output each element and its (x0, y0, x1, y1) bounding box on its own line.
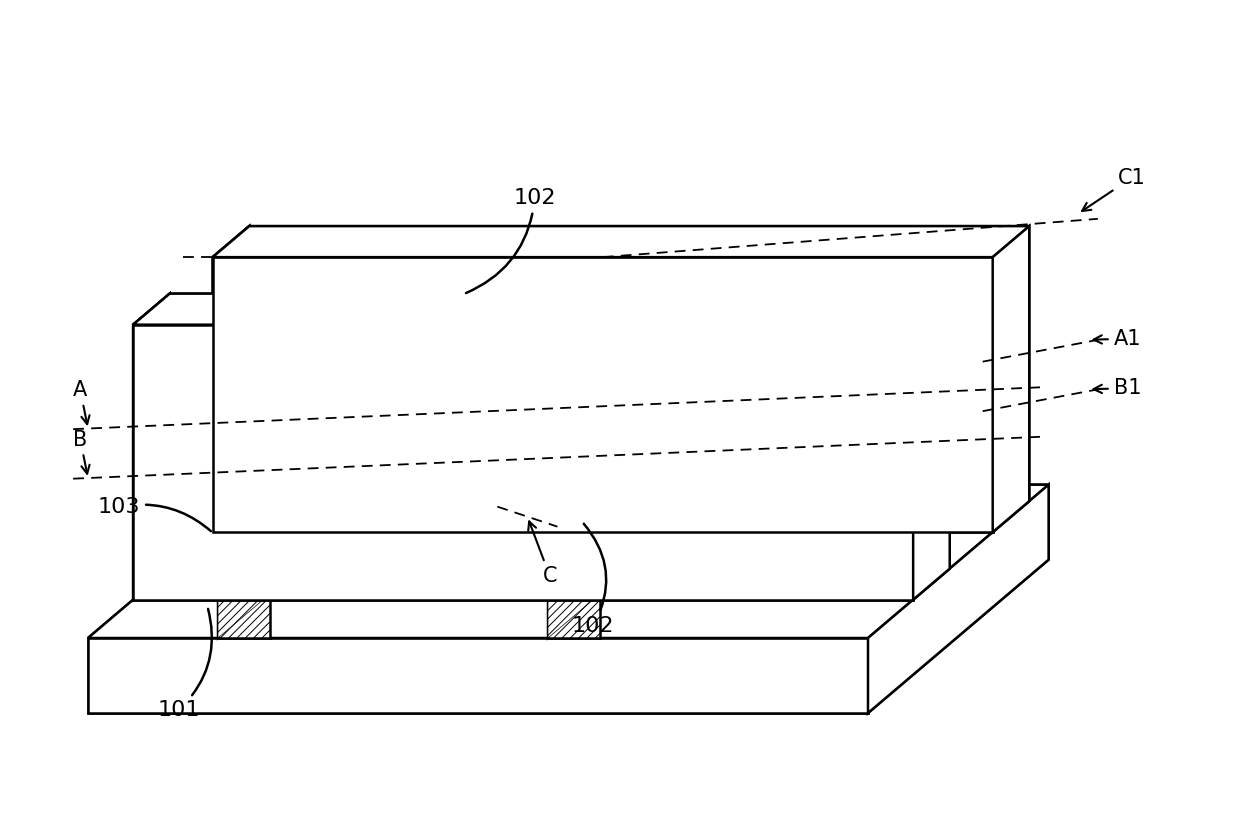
Polygon shape (133, 294, 950, 324)
Polygon shape (993, 226, 1029, 532)
Polygon shape (133, 294, 950, 324)
Polygon shape (913, 294, 950, 599)
Text: B1: B1 (1094, 378, 1141, 398)
Polygon shape (133, 294, 170, 599)
Polygon shape (630, 322, 724, 359)
Text: B: B (73, 429, 89, 474)
Polygon shape (548, 275, 781, 428)
Polygon shape (709, 275, 781, 291)
Polygon shape (88, 484, 1049, 638)
Polygon shape (133, 324, 913, 599)
Polygon shape (213, 226, 1029, 257)
Polygon shape (630, 322, 672, 569)
Polygon shape (133, 294, 170, 599)
Polygon shape (213, 226, 249, 532)
Polygon shape (218, 390, 315, 428)
Polygon shape (213, 226, 1029, 257)
Polygon shape (300, 322, 342, 569)
Polygon shape (993, 226, 1029, 532)
Polygon shape (218, 428, 270, 638)
Polygon shape (868, 484, 1049, 713)
Text: C: C (528, 521, 557, 585)
Polygon shape (218, 275, 398, 638)
Text: 102: 102 (466, 188, 556, 293)
Polygon shape (379, 275, 450, 291)
Polygon shape (548, 275, 729, 638)
Polygon shape (218, 390, 263, 638)
Polygon shape (213, 257, 993, 532)
Polygon shape (88, 638, 868, 713)
Polygon shape (88, 638, 868, 713)
Polygon shape (868, 484, 1049, 713)
Polygon shape (88, 484, 1049, 638)
Text: 101: 101 (157, 609, 212, 720)
Polygon shape (133, 324, 913, 599)
Text: C1: C1 (1083, 167, 1146, 211)
Polygon shape (913, 294, 950, 599)
Text: A: A (73, 380, 89, 424)
Polygon shape (548, 428, 600, 638)
Polygon shape (709, 275, 729, 501)
Polygon shape (213, 257, 993, 532)
Text: 102: 102 (572, 524, 615, 635)
Polygon shape (213, 226, 249, 532)
Polygon shape (300, 322, 394, 359)
Text: A1: A1 (1094, 328, 1141, 349)
Polygon shape (379, 275, 398, 501)
Polygon shape (548, 390, 645, 428)
Polygon shape (548, 390, 593, 638)
Text: 103: 103 (98, 497, 211, 531)
Polygon shape (218, 275, 450, 428)
